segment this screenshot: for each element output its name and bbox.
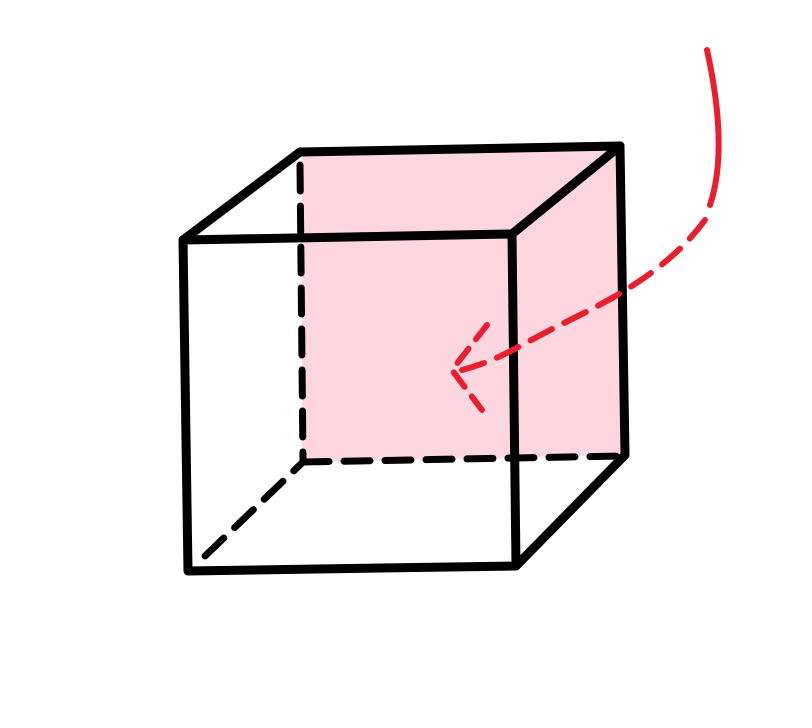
bottom-right-depth-edge [511,450,630,571]
top-left-depth-edge [178,147,305,245]
hidden-edge-back-left-vertical [296,161,307,466]
top-back-edge [295,141,625,157]
pointer-arrow [449,47,722,413]
back-right-vertical-edge [615,141,630,460]
arrow-solid-curve [704,47,722,208]
arrow-dashed-curve [459,217,708,373]
top-right-depth-edge [507,141,625,239]
cube-outline [178,141,630,576]
back-face-highlight [302,148,622,462]
hidden-edge-back-bottom [299,452,624,466]
arrow-head [449,322,490,413]
hidden-edge-bottom-left-depth [201,458,307,560]
